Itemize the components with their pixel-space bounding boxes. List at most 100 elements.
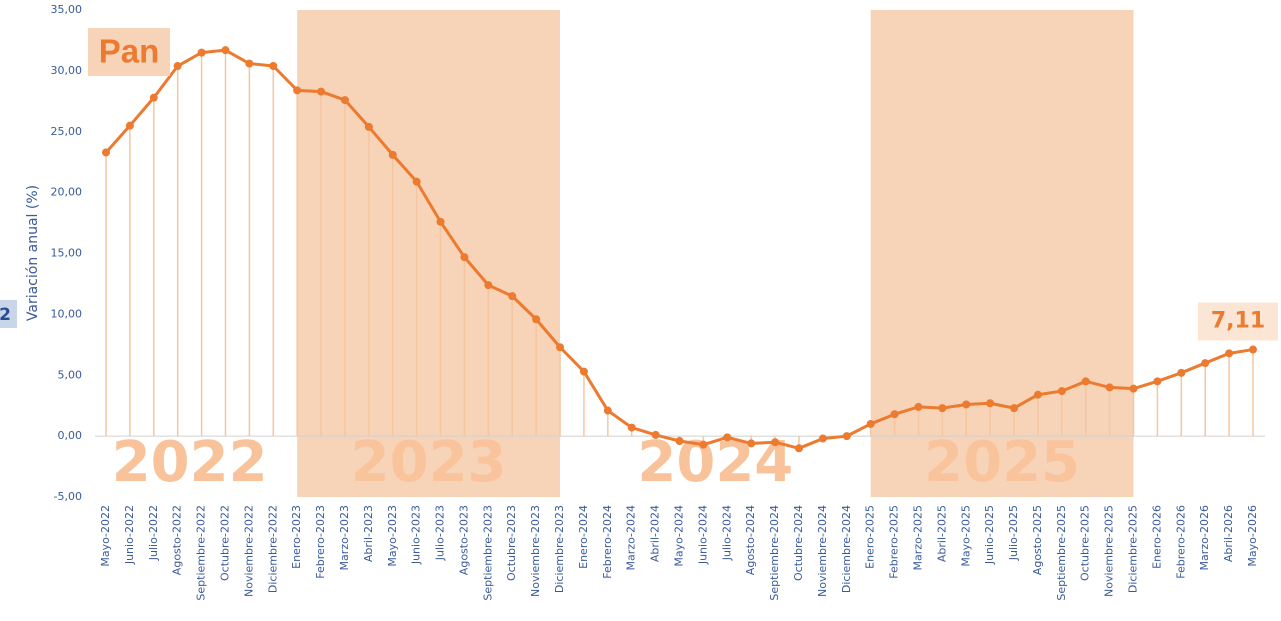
x-tick-label: Mayo-2024 [673, 505, 686, 567]
marker [771, 438, 780, 447]
x-tick-label: Agosto-2024 [744, 505, 757, 575]
period-band [870, 10, 1134, 497]
marker [102, 148, 110, 157]
y-tick-label: 15,00 [51, 247, 83, 260]
x-tick-label: Septiembre-2023 [481, 505, 494, 601]
marker [1129, 384, 1138, 393]
x-tick-label: Mayo-2023 [386, 505, 399, 567]
marker [532, 315, 541, 324]
y-tick-label: 20,00 [51, 186, 83, 199]
x-tick-label: Noviembre-2025 [1103, 505, 1116, 597]
x-tick-label: Noviembre-2024 [816, 505, 829, 597]
marker [484, 281, 493, 290]
marker [173, 62, 182, 71]
x-tick-label: Enero-2023 [290, 505, 303, 569]
marker [1057, 387, 1066, 396]
y-tick-label: 10,00 [51, 307, 83, 320]
marker [221, 46, 230, 55]
side-tab-label: 2 [0, 305, 11, 325]
marker [317, 87, 326, 96]
x-tick-label: Enero-2026 [1150, 505, 1163, 569]
x-tick-label: Marzo-2023 [338, 505, 351, 570]
x-tick-label: Marzo-2024 [625, 505, 638, 570]
side-tab [0, 300, 17, 328]
marker [842, 432, 851, 441]
marker [747, 439, 756, 448]
x-tick-label: Julio-2022 [147, 505, 160, 561]
marker [245, 59, 254, 68]
marker [556, 343, 565, 352]
y-tick-label: 5,00 [58, 368, 83, 381]
x-tick-label: Julio-2023 [434, 505, 447, 561]
marker [1153, 377, 1162, 386]
marker [794, 444, 803, 453]
x-tick-label: Julio-2024 [720, 505, 733, 561]
title-box [88, 28, 170, 76]
marker [460, 253, 469, 262]
x-tick-label: Septiembre-2024 [768, 505, 781, 601]
x-tick-label: Abril-2024 [649, 505, 662, 562]
x-tick-label: Febrero-2026 [1174, 505, 1187, 579]
marker [723, 433, 732, 442]
period-band [297, 10, 561, 497]
y-tick-label: 25,00 [51, 125, 83, 138]
value-label: 7,11 [1211, 309, 1265, 334]
y-tick-label: 0,00 [58, 429, 83, 442]
x-tick-label: Abril-2025 [935, 505, 948, 562]
x-tick-label: Diciembre-2024 [840, 505, 853, 593]
marker [436, 217, 445, 226]
x-tick-label: Septiembre-2022 [195, 505, 208, 601]
x-tick-label: Junio-2022 [123, 505, 136, 565]
x-tick-label: Abril-2023 [362, 505, 375, 562]
y-tick-label: 30,00 [51, 64, 83, 77]
marker [125, 121, 134, 130]
marker [388, 150, 397, 159]
y-axis-label: Variación anual (%) [25, 185, 41, 321]
x-tick-label: Junio-2023 [410, 505, 423, 565]
marker [197, 48, 206, 57]
x-tick-label: Febrero-2023 [314, 505, 327, 579]
marker [1225, 349, 1234, 358]
period-bands [297, 10, 1134, 497]
x-tick-label: Octubre-2024 [792, 505, 805, 581]
marker [1010, 404, 1019, 413]
marker [1249, 345, 1257, 354]
marker [579, 367, 588, 376]
marker [914, 402, 923, 411]
marker [1033, 390, 1042, 399]
x-tick-label: Agosto-2022 [171, 505, 184, 575]
marker [675, 436, 684, 445]
marker [269, 62, 278, 71]
year-label: 2022 [112, 430, 268, 495]
x-tick-label: Noviembre-2023 [529, 505, 542, 597]
x-tick-label: Enero-2024 [577, 505, 590, 569]
marker [149, 93, 158, 102]
x-tick-label: Octubre-2025 [1079, 505, 1092, 581]
x-tick-label: Mayo-2025 [959, 505, 972, 567]
chart-title: Pan [99, 33, 160, 70]
marker [364, 122, 373, 131]
x-tick-label: Febrero-2025 [888, 505, 901, 579]
marker [412, 177, 421, 186]
marker [340, 96, 349, 105]
marker [986, 399, 995, 408]
x-tick-label: Agosto-2023 [457, 505, 470, 575]
x-tick-label: Diciembre-2023 [553, 505, 566, 593]
x-tick-label: Junio-2024 [696, 505, 709, 565]
x-tick-label: Octubre-2023 [505, 505, 518, 581]
x-tick-label: Julio-2025 [1007, 505, 1020, 561]
year-labels: 2022 2023 2024 2025 [112, 430, 1080, 495]
x-tick-label: Abril-2026 [1222, 505, 1235, 562]
marker [866, 419, 875, 428]
x-tick-label: Mayo-2026 [1246, 505, 1259, 567]
value-label-box [1198, 302, 1278, 341]
marker [651, 430, 660, 439]
y-tick-label: -5,00 [54, 490, 82, 503]
year-label: 2025 [924, 430, 1080, 495]
marker [1201, 359, 1210, 368]
marker [627, 423, 636, 432]
year-label: 2023 [351, 430, 507, 495]
x-tick-label: Marzo-2026 [1198, 505, 1211, 570]
marker [293, 86, 302, 95]
